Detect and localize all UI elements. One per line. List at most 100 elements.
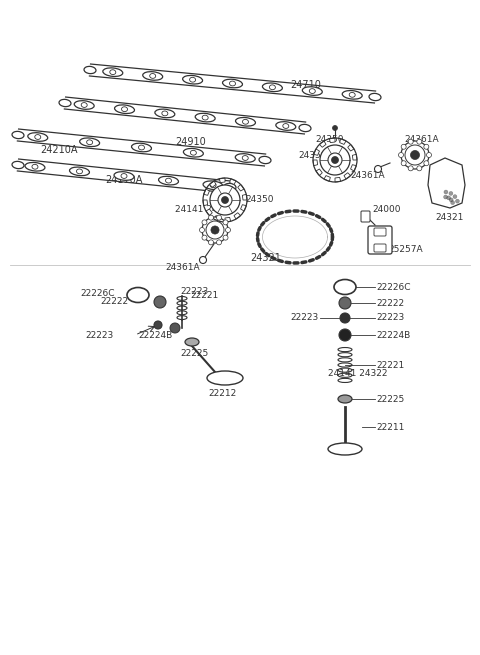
Polygon shape bbox=[320, 141, 326, 147]
Text: 22223: 22223 bbox=[376, 314, 404, 322]
Ellipse shape bbox=[242, 119, 249, 124]
FancyBboxPatch shape bbox=[374, 228, 386, 236]
Ellipse shape bbox=[12, 132, 24, 139]
Circle shape bbox=[208, 240, 214, 245]
Ellipse shape bbox=[155, 109, 175, 118]
Circle shape bbox=[339, 297, 351, 309]
Ellipse shape bbox=[224, 183, 236, 191]
Polygon shape bbox=[203, 200, 208, 206]
Ellipse shape bbox=[121, 107, 128, 111]
Text: 22211: 22211 bbox=[376, 422, 404, 432]
Text: 22226C: 22226C bbox=[80, 290, 115, 299]
Text: 24361A: 24361A bbox=[165, 263, 200, 272]
Circle shape bbox=[339, 329, 351, 341]
Ellipse shape bbox=[114, 172, 134, 180]
Text: 22221: 22221 bbox=[376, 360, 404, 369]
Circle shape bbox=[405, 145, 425, 165]
Circle shape bbox=[200, 257, 206, 263]
Polygon shape bbox=[234, 213, 240, 219]
Text: 24141 24322: 24141 24322 bbox=[175, 206, 235, 214]
Text: 22223: 22223 bbox=[291, 314, 319, 322]
Circle shape bbox=[424, 144, 429, 149]
Text: 25257A: 25257A bbox=[388, 244, 422, 253]
Ellipse shape bbox=[150, 73, 156, 79]
Polygon shape bbox=[240, 204, 246, 211]
Ellipse shape bbox=[32, 164, 38, 169]
Text: 22223: 22223 bbox=[180, 288, 208, 297]
Circle shape bbox=[332, 157, 338, 164]
Ellipse shape bbox=[283, 124, 289, 128]
Ellipse shape bbox=[203, 181, 223, 189]
Circle shape bbox=[333, 126, 337, 130]
Ellipse shape bbox=[162, 111, 168, 116]
Circle shape bbox=[449, 191, 453, 195]
Polygon shape bbox=[314, 149, 319, 155]
FancyBboxPatch shape bbox=[368, 226, 392, 254]
Circle shape bbox=[206, 221, 224, 239]
FancyBboxPatch shape bbox=[374, 244, 386, 252]
Text: 24210A: 24210A bbox=[40, 145, 77, 155]
Ellipse shape bbox=[349, 92, 355, 97]
Circle shape bbox=[449, 198, 453, 202]
Polygon shape bbox=[204, 189, 209, 195]
Circle shape bbox=[340, 313, 350, 323]
Polygon shape bbox=[324, 176, 330, 181]
Circle shape bbox=[202, 220, 207, 225]
Ellipse shape bbox=[259, 157, 271, 164]
Ellipse shape bbox=[223, 79, 242, 88]
Ellipse shape bbox=[86, 140, 93, 145]
Ellipse shape bbox=[276, 122, 296, 130]
Ellipse shape bbox=[338, 395, 352, 403]
Circle shape bbox=[208, 215, 214, 220]
Text: 24321: 24321 bbox=[250, 253, 281, 263]
Ellipse shape bbox=[309, 88, 315, 94]
Circle shape bbox=[202, 235, 207, 240]
Ellipse shape bbox=[299, 124, 311, 132]
Circle shape bbox=[218, 193, 232, 207]
Ellipse shape bbox=[236, 117, 255, 126]
Ellipse shape bbox=[70, 167, 89, 176]
Polygon shape bbox=[335, 178, 341, 182]
Ellipse shape bbox=[103, 68, 123, 77]
Polygon shape bbox=[352, 155, 357, 160]
Text: 24350: 24350 bbox=[299, 151, 327, 160]
Circle shape bbox=[424, 160, 429, 166]
Circle shape bbox=[210, 185, 240, 215]
Circle shape bbox=[200, 227, 204, 233]
Circle shape bbox=[408, 166, 413, 171]
Polygon shape bbox=[428, 158, 465, 208]
Ellipse shape bbox=[12, 161, 24, 168]
Ellipse shape bbox=[207, 371, 243, 385]
Ellipse shape bbox=[81, 103, 87, 107]
Polygon shape bbox=[214, 215, 220, 221]
Text: 22226C: 22226C bbox=[376, 282, 410, 291]
Ellipse shape bbox=[166, 178, 171, 183]
Circle shape bbox=[427, 153, 432, 157]
Text: 22225: 22225 bbox=[180, 350, 208, 358]
Ellipse shape bbox=[139, 145, 144, 150]
Ellipse shape bbox=[185, 338, 199, 346]
Ellipse shape bbox=[143, 71, 163, 80]
Ellipse shape bbox=[80, 138, 99, 147]
Ellipse shape bbox=[132, 143, 152, 152]
Ellipse shape bbox=[35, 134, 41, 140]
Circle shape bbox=[216, 215, 221, 220]
Circle shape bbox=[444, 190, 448, 194]
Ellipse shape bbox=[210, 183, 216, 187]
Circle shape bbox=[328, 153, 342, 167]
Text: 22224B: 22224B bbox=[376, 331, 410, 339]
Circle shape bbox=[154, 321, 162, 329]
Polygon shape bbox=[348, 145, 354, 151]
Ellipse shape bbox=[76, 169, 83, 174]
Text: 24350: 24350 bbox=[245, 195, 274, 204]
Ellipse shape bbox=[110, 69, 116, 75]
Text: 22212: 22212 bbox=[208, 390, 236, 398]
Circle shape bbox=[444, 195, 447, 199]
Circle shape bbox=[401, 141, 429, 169]
Ellipse shape bbox=[115, 105, 134, 113]
Ellipse shape bbox=[28, 133, 48, 141]
Circle shape bbox=[374, 166, 382, 172]
Ellipse shape bbox=[84, 66, 96, 73]
Circle shape bbox=[417, 166, 422, 171]
Circle shape bbox=[202, 217, 228, 243]
